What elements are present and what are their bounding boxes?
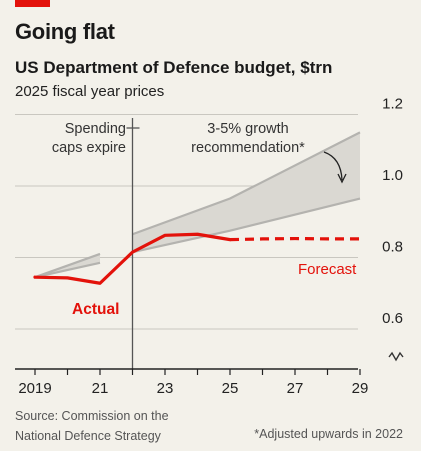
- recommendation-bands: [34, 131, 361, 279]
- recommendation-annotation-line-2: recommendation*: [191, 140, 305, 156]
- series-lines: [33, 232, 360, 285]
- annotation-arrowhead: [337, 173, 347, 184]
- caps-annotation-line-1: Spending: [65, 121, 126, 137]
- x-tick-label: 2019: [18, 380, 51, 397]
- early-band-upper-line: [34, 252, 101, 279]
- recommendation-annotation-line-1: 3-5% growth: [207, 121, 288, 137]
- y-axis-ticks: 0.6 0.8 1.0 1.2: [382, 96, 404, 362]
- axis-break-icon: [388, 351, 404, 362]
- recommendation-band-lower-line: [132, 197, 361, 254]
- caps-annotation-line-2: caps expire: [52, 140, 126, 156]
- footnote: *Adjusted upwards in 2022: [254, 427, 403, 441]
- recommendation-band-upper-line: [132, 131, 361, 236]
- source-note: Source: Commission on the National Defen…: [15, 406, 215, 446]
- actual-label: Actual: [72, 301, 119, 318]
- source-line-2: National Defence Strategy: [15, 429, 161, 443]
- chart-unit-label: 2025 fiscal year prices: [15, 83, 165, 100]
- caps-expire-marker: [126, 118, 140, 369]
- x-tick-label: 25: [222, 380, 239, 397]
- annotations: Spending caps expire 3-5% growth recommenda…: [52, 121, 357, 318]
- y-tick-label: 0.8: [382, 239, 403, 256]
- source-line-1: Source: Commission on the: [15, 409, 169, 423]
- x-axis: 2019 21 23 25 27 29: [15, 368, 369, 397]
- series-line-forecast: [229, 236, 360, 242]
- forecast-label: Forecast: [298, 261, 357, 278]
- x-tick-label: 21: [92, 380, 109, 397]
- x-tick-label: 29: [352, 380, 369, 397]
- series-line-actual: [33, 232, 232, 285]
- chart-title: Going flat: [15, 19, 115, 44]
- x-tick-label: 23: [157, 380, 174, 397]
- y-tick-label: 1.0: [382, 167, 403, 184]
- accent-bar: [15, 0, 50, 7]
- y-tick-label: 1.2: [382, 96, 403, 113]
- early-band-lower-line: [34, 261, 101, 279]
- chart-subtitle: US Department of Defence budget, $trn: [15, 58, 333, 77]
- annotation-arrow: [323, 151, 343, 181]
- x-tick-label: 27: [287, 380, 304, 397]
- y-tick-label: 0.6: [382, 310, 403, 327]
